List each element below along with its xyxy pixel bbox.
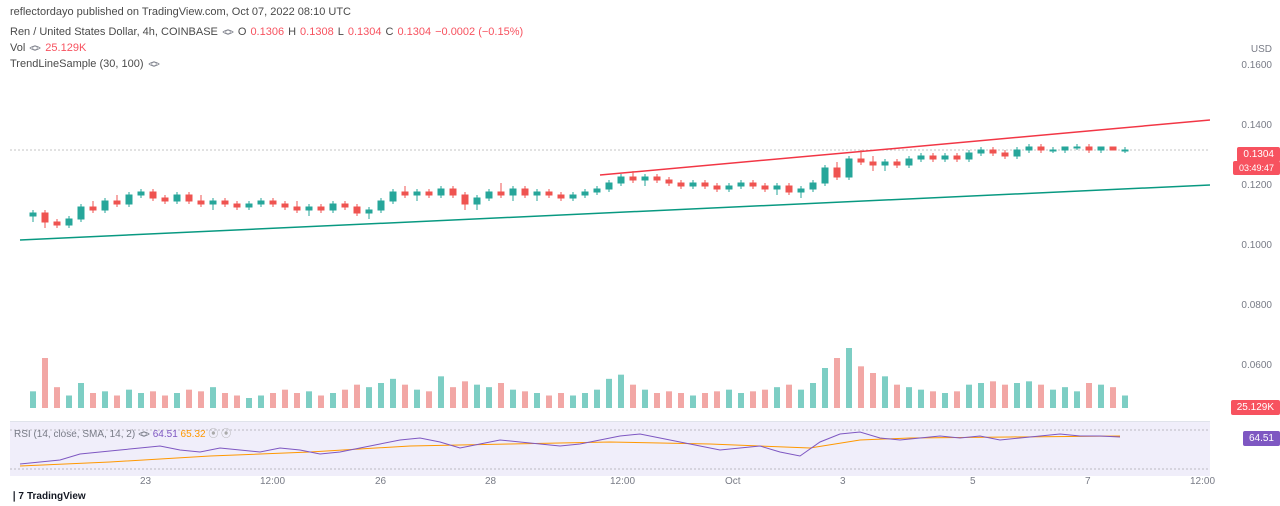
- x-axis[interactable]: 2312:00262812:00Oct35712:00: [10, 476, 1210, 488]
- last-price-tag: 0.1304: [1237, 147, 1280, 162]
- visibility-icon[interactable]: [138, 428, 150, 440]
- x-tick: 7: [1085, 476, 1091, 487]
- x-tick: 12:00: [610, 476, 635, 487]
- y-tick: 0.0600: [1241, 360, 1272, 371]
- brand-label: TradingView: [27, 491, 86, 502]
- vol-tag: 25.129K: [1231, 400, 1280, 415]
- x-tick: 5: [970, 476, 976, 487]
- x-tick: 3: [840, 476, 846, 487]
- y-tick: 0.1000: [1241, 240, 1272, 251]
- y-tick: 0.1200: [1241, 180, 1272, 191]
- x-tick: 12:00: [260, 476, 285, 487]
- rsi-tag: 64.51: [1243, 431, 1280, 446]
- x-tick: 23: [140, 476, 151, 487]
- rsi-value: 64.51: [153, 429, 178, 440]
- rsi-info: RSI (14, close, SMA, 14, 2) 64.51 65.32 …: [14, 425, 231, 440]
- countdown-tag: 03:49:47: [1233, 161, 1280, 175]
- rsi-sma-value: 65.32: [181, 429, 206, 440]
- x-tick: 28: [485, 476, 496, 487]
- y-axis-unit: USD: [1251, 44, 1272, 55]
- y-tick: 0.1400: [1241, 120, 1272, 131]
- rsi-panel[interactable]: RSI (14, close, SMA, 14, 2) 64.51 65.32 …: [10, 421, 1210, 476]
- rsi-label: RSI (14, close, SMA, 14, 2): [14, 429, 135, 440]
- price-chart[interactable]: [10, 20, 1210, 410]
- x-tick: 12:00: [1190, 476, 1215, 487]
- brand-footer[interactable]: ❘7TradingView: [10, 491, 86, 502]
- y-axis[interactable]: USD 0.1600 0.1400 0.1200 0.1000 0.0800 0.0600…: [1220, 20, 1280, 410]
- x-tick: 26: [375, 476, 386, 487]
- tradingview-icon: ❘7: [10, 491, 24, 502]
- y-tick: 0.0800: [1241, 300, 1272, 311]
- y-tick: 0.1600: [1241, 60, 1272, 71]
- x-tick: Oct: [725, 476, 741, 487]
